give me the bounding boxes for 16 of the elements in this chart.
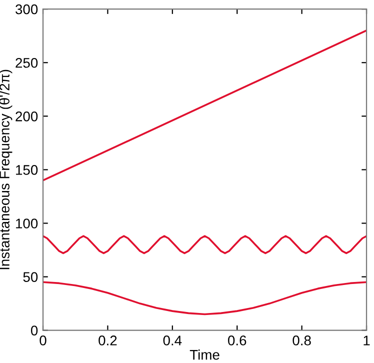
y-tick-label: 300 [16,4,38,14]
x-tick-label: 0 [40,336,46,346]
y-tick-label: 200 [16,111,38,122]
y-tick-label: 50 [23,272,38,282]
y-tick-label: 0 [30,326,38,336]
y-tick-label: 150 [16,165,38,175]
x-tick-label: 0.6 [228,336,246,346]
x-tick-label: 0.2 [98,336,117,346]
x-tick-label: 0.4 [163,336,182,346]
x-tick-label: 1 [364,336,370,346]
line-series [43,235,367,254]
line-series [43,281,367,316]
y-tick-label: 100 [16,218,38,228]
y-tick-label: 250 [16,58,38,68]
x-axis-title: Time [190,350,220,360]
x-tick-label: 0.8 [292,336,311,346]
